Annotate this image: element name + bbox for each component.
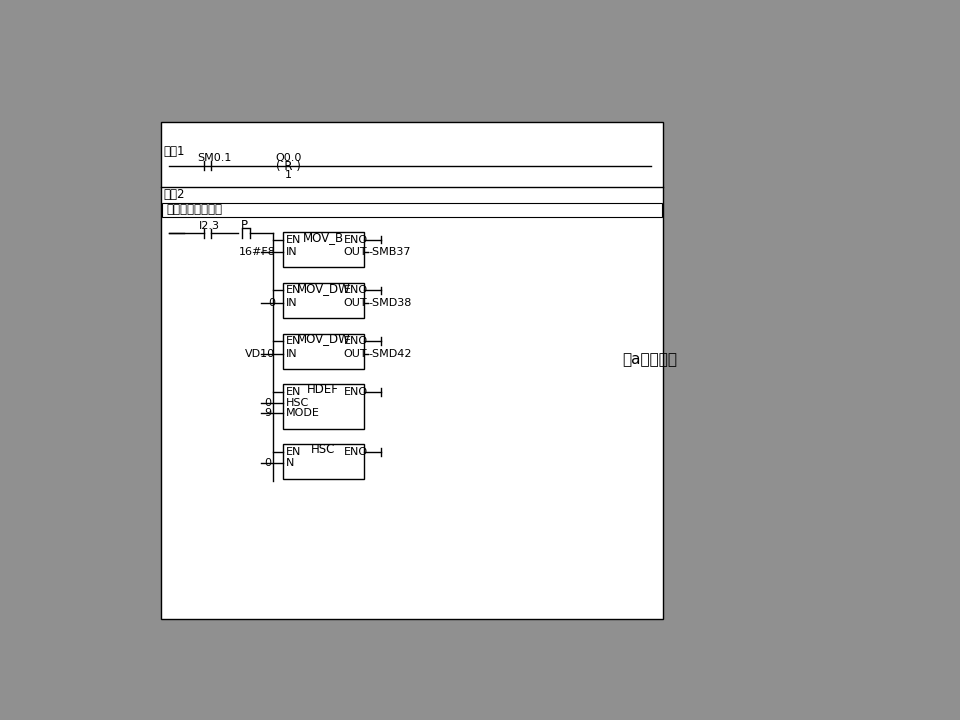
Text: 0-: 0- [269, 298, 279, 307]
Text: OUT: OUT [344, 247, 368, 257]
Text: I2.3: I2.3 [199, 221, 220, 231]
Text: EN: EN [286, 447, 301, 457]
Text: （a）主程序: （a）主程序 [622, 352, 677, 367]
Text: 16#F8-: 16#F8- [239, 247, 279, 257]
Text: HSC: HSC [286, 398, 309, 408]
Text: 网癹2: 网癹2 [163, 189, 184, 202]
Text: Q0.0: Q0.0 [276, 153, 302, 163]
Bar [282, 444, 364, 479]
Text: HDEF: HDEF [307, 383, 339, 396]
Text: EN: EN [286, 336, 301, 346]
Text: 9 -: 9 - [265, 408, 279, 418]
Text: ENO: ENO [344, 235, 368, 245]
Text: IN: IN [286, 247, 298, 257]
Text: 1: 1 [284, 170, 292, 180]
Text: IN: IN [286, 298, 298, 307]
Text: ( R ): ( R ) [276, 160, 300, 173]
Text: ENO: ENO [344, 387, 368, 397]
Text: MOV_DW: MOV_DW [297, 282, 350, 294]
Text: -SMD42: -SMD42 [369, 348, 412, 359]
Text: SM0.1: SM0.1 [198, 153, 231, 163]
Bar [282, 232, 364, 267]
Text: VD10-: VD10- [246, 348, 279, 359]
Text: MOV_DW: MOV_DW [297, 333, 350, 346]
Text: IN: IN [286, 348, 298, 359]
Text: -SMB37: -SMB37 [369, 247, 411, 257]
Text: EN: EN [286, 235, 301, 245]
Text: EN: EN [286, 285, 301, 295]
Bar [282, 333, 364, 369]
Bar [282, 283, 364, 318]
Text: -SMD38: -SMD38 [369, 298, 412, 307]
Bar [162, 204, 661, 217]
Text: P: P [241, 220, 248, 233]
Text: ENO: ENO [344, 336, 368, 346]
Text: MOV_B: MOV_B [302, 231, 344, 244]
Text: 高速计数器初始化: 高速计数器初始化 [166, 204, 223, 217]
Text: OUT: OUT [344, 348, 368, 359]
Text: N: N [286, 458, 294, 468]
Text: 0 -: 0 - [265, 458, 279, 468]
Text: ENO: ENO [344, 285, 368, 295]
Text: MODE: MODE [286, 408, 320, 418]
Text: OUT: OUT [344, 298, 368, 307]
Bar [282, 384, 364, 429]
Text: HSC: HSC [311, 444, 335, 456]
Text: EN: EN [286, 387, 301, 397]
Text: 0 -: 0 - [265, 398, 279, 408]
Text: ENO: ENO [344, 447, 368, 457]
Bar [161, 122, 663, 618]
Text: 网癹1: 网癹1 [163, 145, 184, 158]
